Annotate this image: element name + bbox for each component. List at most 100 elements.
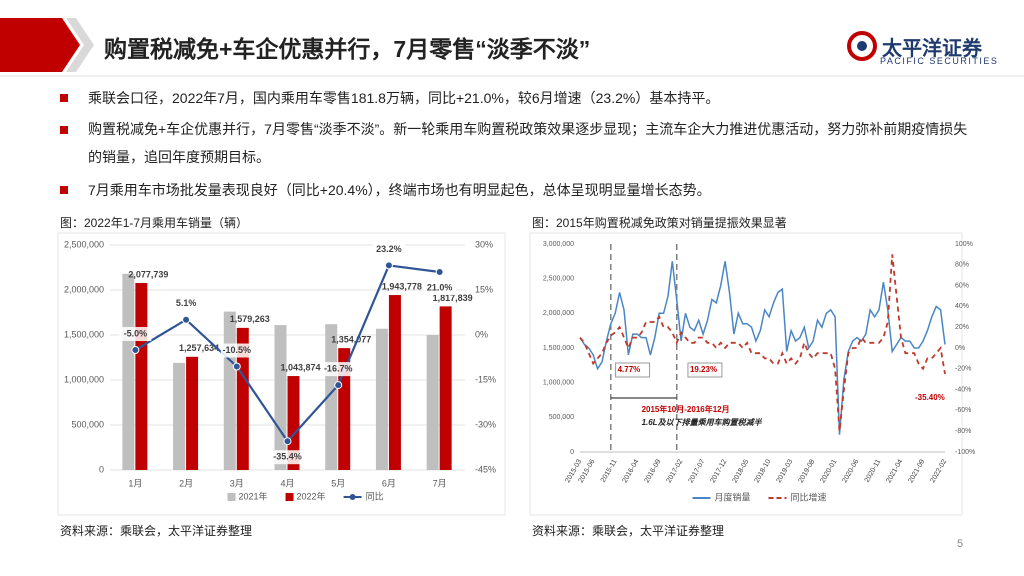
x-tick-label: 2020-01 (819, 458, 838, 484)
data-label: 23.2% (376, 244, 402, 254)
y2-tick-label: -45% (475, 464, 496, 474)
y2-tick-label: -15% (475, 374, 496, 384)
bullet: 购置税减免+车企优惠并行，7月零售“淡季不淡”。新一轮乘用车购置税政策效果逐步显… (88, 121, 968, 165)
legend-label: 2022年 (297, 490, 326, 501)
bar (173, 362, 186, 470)
label-bg (119, 327, 152, 341)
x-tick-label: 4月 (280, 478, 294, 488)
data-label: 1,817,839 (433, 293, 473, 303)
data-label: -16.7% (324, 363, 353, 373)
annotation-box (615, 362, 651, 378)
line-point (435, 268, 444, 276)
y-tick-label: 1,500,000 (543, 345, 574, 352)
y2-tick-label: -80% (955, 428, 971, 435)
y2-tick-label: 0% (955, 345, 965, 352)
x-tick-label: 2016-04 (622, 458, 641, 484)
data-label: 1,943,778 (382, 281, 422, 291)
header-band (0, 18, 80, 72)
y2-tick-label: 40% (955, 303, 969, 310)
x-tick-label: 7月 (433, 478, 447, 488)
line-point (283, 437, 292, 446)
y-tick-label: 1,000,000 (543, 380, 574, 387)
bullet-marker (60, 186, 68, 194)
data-label: 1,257,634 (179, 343, 219, 353)
x-tick-label: 2015-11 (600, 458, 619, 483)
label-bg (423, 281, 456, 295)
x-tick-label: 1月 (128, 478, 142, 488)
y2-tick-label: 30% (475, 239, 493, 249)
y-tick-label: 2,500,000 (543, 276, 574, 283)
bar (236, 327, 249, 470)
x-tick-label: 2018-10 (754, 458, 773, 484)
legend-swatch (285, 493, 294, 501)
bullet: 7月乘用车市场批发量表现良好（同比+20.4%），终端市场也有明显起色，总体呈现… (88, 182, 711, 198)
legend-label: 2021年 (239, 490, 268, 501)
data-label: 5.1% (176, 298, 197, 308)
logo-text: 太平洋证券 (882, 38, 982, 60)
logo-en: PACIFIC SECURITIES (880, 56, 999, 66)
bar (388, 295, 401, 470)
data-label: 1,579,263 (230, 314, 270, 324)
legend-swatch (349, 494, 356, 500)
x-tick-label: 2月 (179, 478, 193, 488)
line (579, 261, 946, 435)
bullet-marker (60, 126, 68, 134)
y-tick-label: 2,000,000 (64, 284, 104, 294)
x-tick-label: 2018-05 (732, 458, 751, 484)
chart-caption: 图：2015年购置税减免政策对销量提振效果显著 (532, 216, 787, 230)
y-tick-label: 1,500,000 (64, 329, 104, 339)
data-label: 21.0% (427, 282, 453, 292)
y2-tick-label: 100% (955, 241, 973, 248)
x-tick-label: 2020-06 (841, 458, 860, 484)
bar (439, 306, 452, 470)
annotation: 2015年10月-2016年12月 (642, 404, 730, 414)
bar (375, 328, 388, 470)
y-tick-label: 0 (570, 449, 574, 456)
label-bg (322, 362, 355, 377)
annotation: 1.6L及以下排量乘用车购置税减半 (642, 418, 763, 427)
data-label: 1,043,874 (280, 362, 320, 372)
bullet: 乘联会口径，2022年7月，国内乘用车零售181.8万辆，同比+21.0%，较6… (88, 90, 720, 106)
bar (122, 273, 135, 470)
y-tick-label: 2,000,000 (543, 310, 574, 317)
x-tick-label: 2017-12 (710, 458, 729, 484)
y-tick-label: 1,000,000 (64, 374, 104, 384)
bar (325, 324, 338, 470)
logo-dot (857, 41, 867, 51)
annotation: -35.40% (915, 393, 945, 402)
y2-tick-label: 15% (475, 284, 493, 294)
legend-label: 月度销量 (715, 491, 751, 502)
x-tick-label: 2016-09 (644, 458, 663, 484)
legend-label: 同比增速 (791, 491, 827, 502)
label-bg (271, 450, 304, 465)
x-tick-label: 2019-03 (775, 458, 794, 484)
page-number: 5 (957, 538, 964, 550)
line-point (384, 261, 393, 270)
panel (529, 232, 963, 516)
source: 资料来源：乘联会，太平洋证券整理 (532, 524, 725, 538)
legend-swatch (227, 493, 236, 501)
label-bg (220, 343, 253, 358)
bar (223, 311, 236, 470)
x-tick-label: 2021-04 (885, 458, 904, 484)
x-tick-label: 3月 (230, 478, 244, 488)
bar (135, 283, 148, 470)
line-point (232, 362, 241, 371)
bar (274, 325, 287, 470)
panel (57, 232, 506, 516)
data-label: 1,354,077 (331, 335, 371, 345)
y2-tick-label: -100% (955, 449, 975, 456)
y2-tick-label: -30% (475, 419, 496, 429)
x-tick-label: 2021-09 (907, 458, 926, 484)
chart-caption: 图：2022年1-7月乘用车销量（辆） (60, 216, 249, 230)
data-label: -10.5% (223, 345, 252, 355)
legend-label: 同比 (366, 490, 384, 501)
y2-tick-label: 20% (955, 324, 969, 331)
annotation: 19.23% (690, 365, 717, 374)
line-point (182, 315, 191, 324)
source: 资料来源：乘联会，太平洋证券整理 (60, 524, 253, 538)
line-point (131, 346, 140, 354)
x-tick-label: 5月 (331, 478, 345, 488)
annotation: 4.77% (618, 365, 641, 374)
